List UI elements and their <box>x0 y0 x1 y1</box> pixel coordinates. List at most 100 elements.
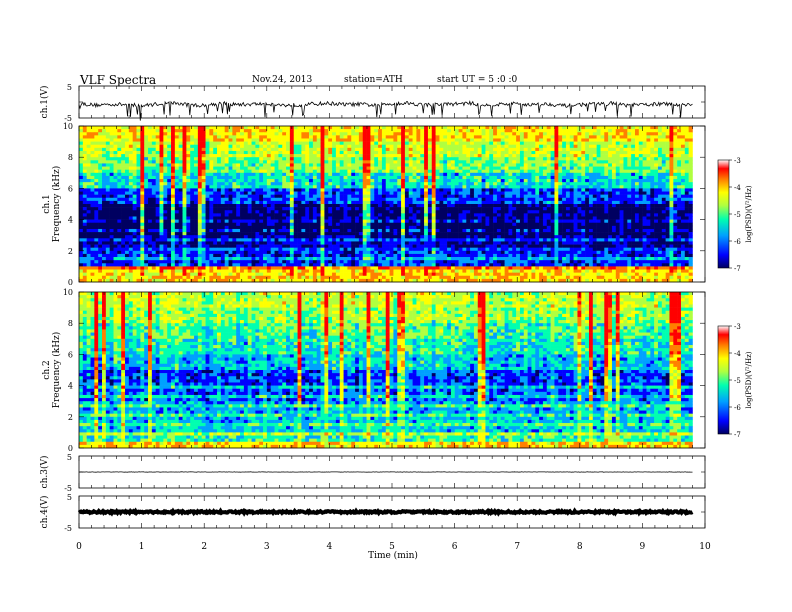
ch1-spectrogram-cell <box>650 138 655 142</box>
ch1-spectrogram-cell <box>485 194 490 199</box>
ch1-spectrogram-cell <box>178 179 183 183</box>
ch1-spectrogram-cell <box>439 138 444 142</box>
ch1-spectrogram-cell <box>508 216 513 220</box>
ch1-spectrogram-cell <box>516 179 521 183</box>
ch1-spectrogram-cell <box>512 210 517 214</box>
ch1-spectrogram-cell <box>657 169 663 174</box>
ch1-spectrogram-cell <box>504 129 509 133</box>
ch1-spectrogram-cell <box>477 210 482 214</box>
ch1-spectrogram-cell <box>374 138 379 142</box>
ch1-spectrogram-cell <box>247 147 252 152</box>
ch1-spectrogram-cell <box>523 163 528 167</box>
ch1-spectrogram-cell <box>416 129 421 133</box>
ch1-spectrogram-cell <box>278 213 283 217</box>
ch1-spectrogram-cell <box>558 172 563 177</box>
ch1-spectrogram-cell <box>627 147 632 152</box>
ch1-spectrogram-cell <box>550 179 555 183</box>
ch1-spectrogram-cell <box>600 210 605 214</box>
ch1-spectrogram-cell <box>546 179 551 183</box>
ch1-spectrogram-cell <box>205 191 210 195</box>
ch1-spectrogram-cell <box>412 138 417 142</box>
ch1-spectrogram-cell <box>201 182 206 186</box>
ch1-spectrogram-cell <box>546 182 551 186</box>
ch1-spectrogram-cell <box>539 213 544 217</box>
ch1-spectrogram-cell <box>535 154 540 158</box>
ch1-spectrogram-cell <box>565 175 571 180</box>
ch1-spectrogram-cell <box>408 172 413 177</box>
ch1-spectrogram-cell <box>677 144 682 149</box>
ch1-spectrogram-cell <box>332 188 337 192</box>
ch1-spectrogram-cell <box>182 138 187 142</box>
ch1-spectrogram-cell <box>604 126 609 130</box>
ch1-spectrogram-cell <box>228 129 233 133</box>
ch1-spectrogram-cell <box>493 157 498 161</box>
ch1-spectrogram-cell <box>435 213 440 217</box>
ch1-spectrogram-cell <box>105 175 110 180</box>
ch1-spectrogram-cell <box>117 204 122 208</box>
ch1-spectrogram-cell <box>243 191 248 195</box>
ch1-spectrogram-cell <box>140 197 145 202</box>
ch1-spectrogram-cell <box>443 132 448 136</box>
ch1-spectrogram-cell <box>266 216 272 220</box>
ch1-spectrogram-cell <box>462 216 467 220</box>
ch1-spectrogram-cell <box>523 147 528 152</box>
ch1-spectrogram-cell <box>412 154 417 158</box>
ch1-spectrogram-cell <box>167 157 172 161</box>
ch1-spectrogram-cell <box>550 197 555 202</box>
ch1-spectrogram-cell <box>631 132 636 136</box>
ch1-spectrogram-cell <box>592 163 597 167</box>
ch1-spectrogram-cell <box>473 141 479 146</box>
ch1-spectrogram-cell <box>270 147 275 152</box>
ch1-spectrogram-cell <box>504 213 509 217</box>
ch1-spectrogram-cell <box>374 129 379 133</box>
ch1-spectrogram-cell <box>454 126 459 130</box>
ch1-spectrogram-cell <box>328 188 333 192</box>
ch1-spectrogram-cell <box>661 194 666 199</box>
ch1-spectrogram-cell <box>600 138 605 142</box>
ch1-spectrogram-cell <box>504 191 509 195</box>
ch1-spectrogram-cell <box>404 204 410 208</box>
ch1-spectrogram-cell <box>240 216 245 220</box>
ch1-spectrogram-cell <box>600 188 605 192</box>
ch1-spectrogram-cell <box>358 135 364 139</box>
ch1-spectrogram-cell <box>82 141 87 146</box>
ch1-spectrogram-cell <box>577 182 582 186</box>
ch1-spectrogram-cell <box>404 216 410 220</box>
ch1-spectrogram-cell <box>650 216 655 220</box>
ch1-spectrogram-cell <box>527 169 532 174</box>
ch1-spectrogram-cell <box>585 197 590 202</box>
ch1-spectrogram-cell <box>316 126 321 130</box>
ch1-spectrogram-cell <box>600 213 605 217</box>
ch1-spectrogram-cell <box>132 163 137 167</box>
ch1-spectrogram-cell <box>585 163 590 167</box>
ch1-spectrogram-cell <box>539 191 544 195</box>
ch1-spectrogram-cell <box>355 154 360 158</box>
ch1-spectrogram-cell <box>535 197 540 202</box>
ch1-spectrogram-cell <box>232 197 237 202</box>
ch1-spectrogram-cell <box>278 154 283 158</box>
ch1-spectrogram-cell <box>500 200 505 205</box>
ch1-spectrogram-cell <box>412 144 417 149</box>
ch1-spectrogram-cell <box>611 150 617 155</box>
ch1-spectrogram-cell <box>565 169 571 174</box>
ch1-spectrogram-cell <box>355 157 360 161</box>
ch1-spectrogram-cell <box>546 163 551 167</box>
ch1-spectrogram-cell <box>431 185 436 189</box>
ch1-spectrogram-cell <box>217 135 222 139</box>
ch1-spectrogram-cell <box>121 185 126 189</box>
ch1-spectrogram-cell <box>535 172 540 177</box>
ch1-spectrogram-cell <box>408 150 413 155</box>
station-label: station=ATH <box>344 75 403 85</box>
ch1-spectrogram-cell <box>194 144 199 149</box>
ch1-spectrogram-cell <box>634 138 640 142</box>
ch1-spectrogram-cell <box>289 213 295 217</box>
ch1-spectrogram-cell <box>677 150 682 155</box>
ch1-spectrogram-cell <box>151 138 156 142</box>
ch1-spectrogram-cell <box>128 166 133 170</box>
ch1-spectrogram-cell <box>569 182 574 186</box>
ch1-spectrogram-cell <box>86 160 91 164</box>
ch1-spectrogram-cell <box>512 172 517 177</box>
ch1-spectrogram-cell <box>389 188 394 192</box>
ch1-spectrogram-cell <box>358 132 364 136</box>
ch1-spectrogram-cell <box>420 175 425 180</box>
